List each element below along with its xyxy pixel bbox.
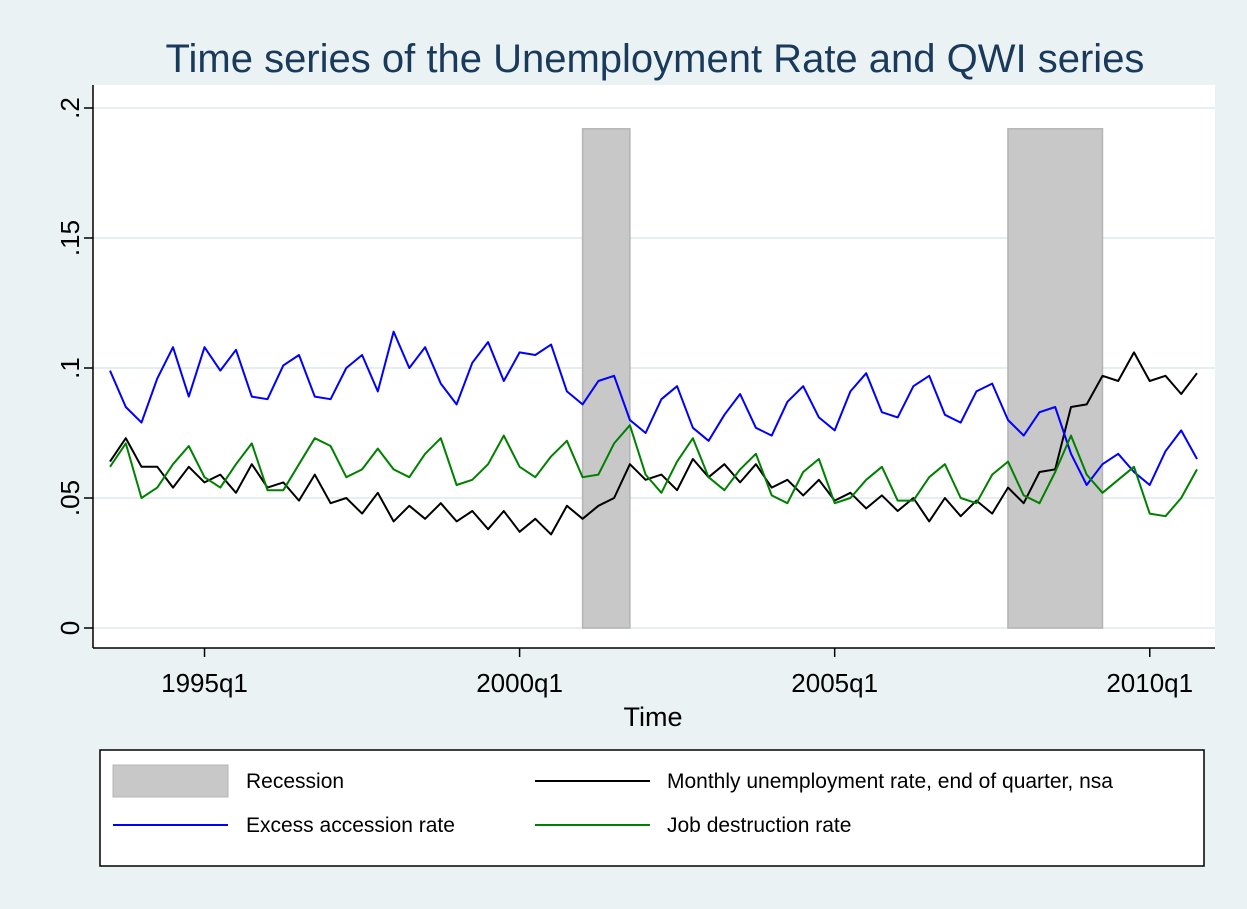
x-axis-title: Time <box>624 702 683 732</box>
series-lines <box>109 330 1198 536</box>
legend-label-excess-accession: Excess accession rate <box>246 814 455 837</box>
chart-title: Time series of the Unemployment Rate and… <box>166 37 1145 81</box>
legend-box <box>99 749 1205 867</box>
y-tick-label-1: .05 <box>55 480 85 516</box>
axes <box>92 85 1215 649</box>
series-line-1 <box>109 330 1198 486</box>
legend-label-recession: Recession <box>246 770 344 793</box>
y-tick-label-0: 0 <box>55 621 85 635</box>
recession-band-1 <box>1007 128 1104 629</box>
x-tick-label-0: 1995q1 <box>161 668 248 698</box>
legend-swatch-recession <box>112 764 229 798</box>
legend: Recession Monthly unemployment rate, end… <box>99 749 1205 867</box>
y-tick-label-3: .15 <box>55 220 85 256</box>
legend-label-job-destruction: Job destruction rate <box>667 814 851 837</box>
series-line-0 <box>109 351 1198 536</box>
y-tick-label-4: .2 <box>55 97 85 119</box>
series-line-2 <box>109 424 1198 518</box>
x-tick-label-3: 2010q1 <box>1106 668 1193 698</box>
x-ticks: 1995q1 2000q1 2005q1 2010q1 <box>161 648 1193 698</box>
legend-label-unemployment: Monthly unemployment rate, end of quarte… <box>667 770 1113 793</box>
x-tick-label-2: 2005q1 <box>791 668 878 698</box>
x-tick-label-1: 2000q1 <box>476 668 563 698</box>
y-tick-label-2: .1 <box>55 357 85 379</box>
y-ticks: 0 .05 .1 .15 .2 <box>55 97 93 635</box>
